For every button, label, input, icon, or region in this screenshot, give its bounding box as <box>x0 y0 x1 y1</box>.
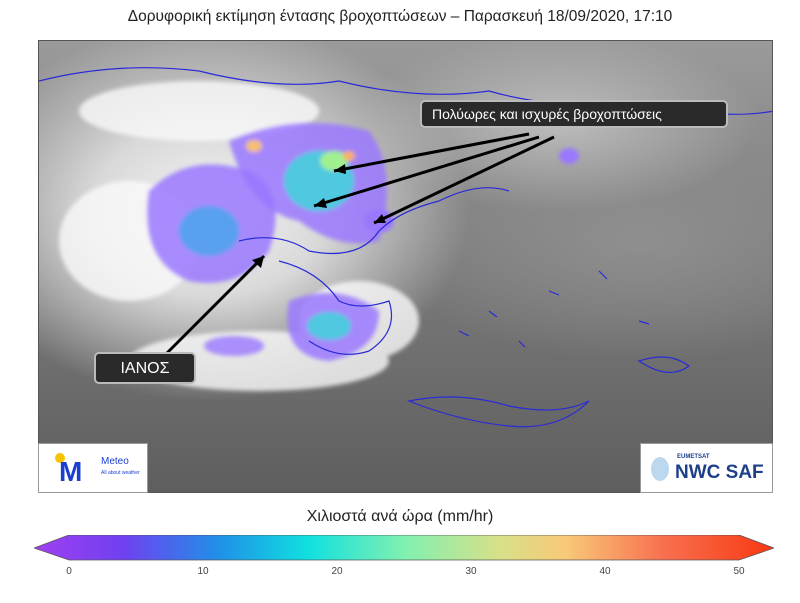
tick-label: 30 <box>465 566 477 577</box>
nwcsaf-label: NWC SAF <box>675 462 764 483</box>
colorbar <box>34 535 774 561</box>
arrow-heads <box>252 164 386 268</box>
callout-arrows <box>162 132 555 358</box>
nwcsaf-logo: EUMETSAT NWC SAF <box>640 443 773 493</box>
tick-label: 50 <box>733 566 745 577</box>
precipitation-areas <box>147 123 579 361</box>
colorbar-label: Χιλιοστά ανά ώρα (mm/hr) <box>306 508 494 525</box>
meteo-tagline: All about weather <box>101 470 140 476</box>
meteo-dot-icon <box>55 453 65 463</box>
tick-label: 20 <box>331 566 343 577</box>
storm-name-callout: ΙΑΝΟΣ <box>94 352 196 384</box>
map-title: Δορυφορική εκτίμηση έντασης βροχοπτώσεων… <box>127 8 673 25</box>
colorbar-gradient <box>34 535 774 561</box>
meteo-logo: M Meteo All about weather <box>38 443 148 493</box>
tick-label: 10 <box>197 566 209 577</box>
heavy-rain-callout: Πολύωρες και ισχυρές βροχοπτώσεις <box>420 100 728 128</box>
map-overlay <box>39 67 772 428</box>
tick-label: 40 <box>599 566 611 577</box>
meteo-name: Meteo <box>101 456 129 467</box>
eumetsat-label: EUMETSAT <box>677 454 710 460</box>
tick-label: 0 <box>66 566 72 577</box>
meteo-m-mark: M <box>59 456 83 487</box>
nwcsaf-cloud-icon <box>651 457 669 481</box>
